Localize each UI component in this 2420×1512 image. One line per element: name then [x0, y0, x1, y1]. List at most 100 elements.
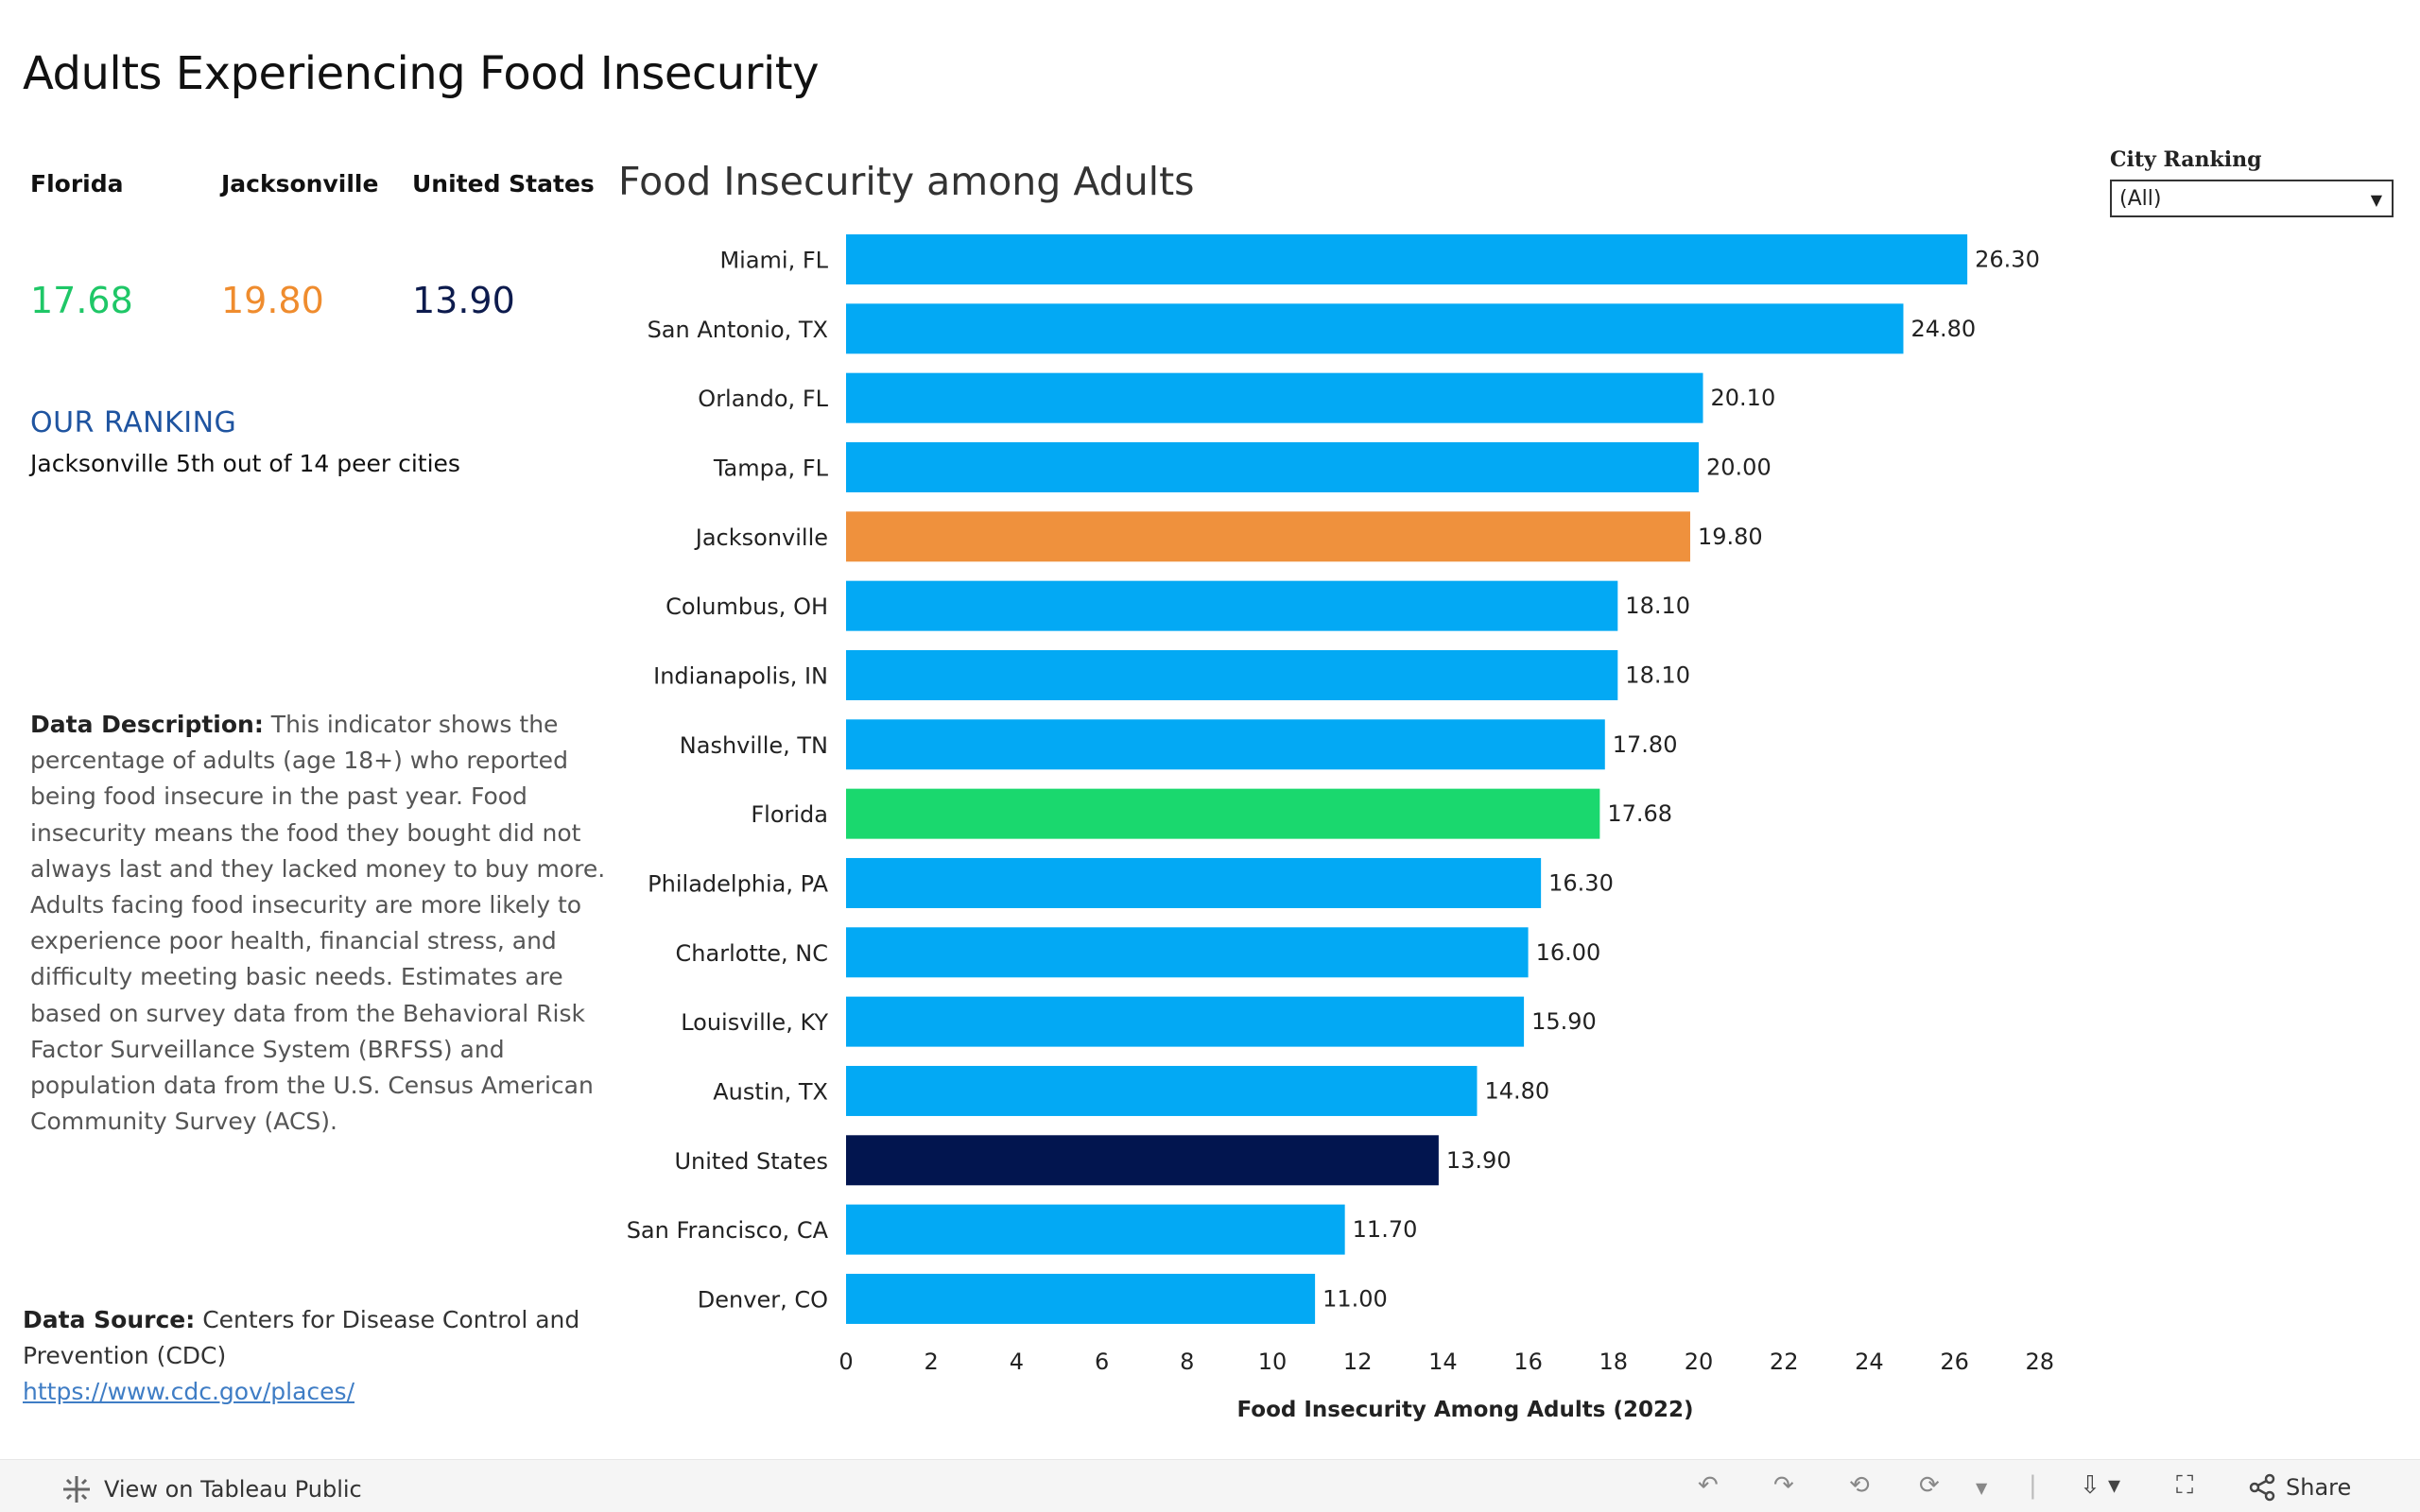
value-label-austin-tx: 14.80: [1484, 1077, 1549, 1104]
category-label-san-antonio-tx: San Antonio, TX: [648, 317, 828, 343]
bar-columbus-oh: [846, 580, 1618, 631]
kpi-value-jacksonville: 19.80: [221, 280, 324, 321]
value-label-florida: 17.68: [1607, 800, 1672, 827]
value-label-columbus-oh: 18.10: [1625, 593, 1690, 619]
kpi-label-jacksonville: Jacksonville: [221, 170, 379, 198]
revert-icon[interactable]: ⟲: [1849, 1471, 1870, 1500]
value-label-united-states: 13.90: [1446, 1147, 1512, 1174]
category-label-indianapolis-in: Indianapolis, IN: [653, 662, 828, 689]
x-tick-label-22: 22: [1770, 1349, 1799, 1375]
chart-title: Food Insecurity among Adults: [618, 159, 1195, 204]
bar-orlando-fl: [846, 372, 1703, 423]
x-tick-label-8: 8: [1180, 1349, 1194, 1375]
category-label-denver-co: Denver, CO: [698, 1286, 828, 1313]
refresh-icon[interactable]: ⟳: [1919, 1471, 1940, 1500]
x-tick-label-20: 20: [1685, 1349, 1714, 1375]
value-label-denver-co: 11.00: [1322, 1285, 1388, 1312]
chevron-down-icon: ▼: [2370, 191, 2382, 209]
value-label-tampa-fl: 20.00: [1706, 454, 1772, 480]
bar-austin-tx: [846, 1065, 1478, 1116]
dropdown-selected-value: (All): [2119, 187, 2162, 211]
category-label-tampa-fl: Tampa, FL: [713, 455, 829, 481]
category-label-columbus-oh: Columbus, OH: [666, 593, 828, 620]
x-tick-label-16: 16: [1513, 1349, 1543, 1375]
x-tick-label-6: 6: [1095, 1349, 1109, 1375]
ranking-heading: OUR RANKING: [30, 406, 237, 439]
bar-nashville-tn: [846, 719, 1605, 770]
download-icon[interactable]: ⇩ ▾: [2080, 1471, 2121, 1500]
description-text: This indicator shows the percentage of a…: [30, 711, 606, 1136]
view-on-tableau-link[interactable]: View on Tableau Public: [60, 1473, 362, 1505]
undo-icon[interactable]: ↶: [1698, 1471, 1719, 1500]
value-label-charlotte-nc: 16.00: [1536, 939, 1601, 966]
bar-chart: Miami, FL 26.30 San Antonio, TX 24.80 Orland…: [627, 234, 2055, 1422]
bar-tampa-fl: [846, 441, 1699, 492]
value-label-louisville-ky: 15.90: [1531, 1008, 1597, 1035]
x-tick-label-12: 12: [1343, 1349, 1373, 1375]
data-description: Data Description: This indicator shows t…: [30, 707, 607, 1140]
category-label-philadelphia-pa: Philadelphia, PA: [648, 870, 828, 897]
bar-louisville-ky: [846, 996, 1525, 1047]
source-text: Centers for Disease Control and Preventi…: [23, 1306, 580, 1369]
value-label-miami-fl: 26.30: [1975, 247, 2040, 273]
kpi-label-florida: Florida: [30, 170, 124, 198]
value-label-indianapolis-in: 18.10: [1625, 662, 1690, 688]
value-label-jacksonville: 19.80: [1698, 524, 1763, 550]
bar-jacksonville: [846, 511, 1690, 562]
category-label-charlotte-nc: Charlotte, NC: [676, 940, 828, 967]
source-label: Data Source:: [23, 1306, 196, 1333]
city-ranking-filter-label: City Ranking: [2110, 147, 2262, 172]
share-icon: [2249, 1473, 2275, 1502]
bar-charlotte-nc: [846, 927, 1529, 978]
x-tick-label-26: 26: [1940, 1349, 1969, 1375]
share-button[interactable]: Share: [2248, 1473, 2351, 1502]
share-label: Share: [2286, 1474, 2352, 1501]
value-label-san-francisco-ca: 11.70: [1353, 1216, 1418, 1243]
bar-denver-co: [846, 1273, 1316, 1324]
value-label-san-antonio-tx: 24.80: [1910, 316, 1976, 342]
x-tick-label-28: 28: [2026, 1349, 2055, 1375]
description-label: Data Description:: [30, 711, 264, 738]
pause-dropdown-icon[interactable]: ▼: [1976, 1479, 1988, 1497]
x-axis-title: Food Insecurity Among Adults (2022): [1237, 1398, 1694, 1422]
bar-florida: [846, 788, 1600, 839]
redo-icon[interactable]: ↷: [1773, 1471, 1794, 1500]
source-link[interactable]: https://www.cdc.gov/places/: [23, 1378, 355, 1405]
value-label-nashville-tn: 17.80: [1613, 731, 1678, 758]
bar-miami-fl: [846, 234, 1968, 284]
category-label-austin-tx: Austin, TX: [713, 1078, 828, 1105]
category-label-jacksonville: Jacksonville: [694, 524, 828, 551]
kpi-label-united-states: United States: [412, 170, 595, 198]
x-tick-label-2: 2: [925, 1349, 939, 1375]
x-tick-label-14: 14: [1428, 1349, 1458, 1375]
value-label-orlando-fl: 20.10: [1711, 385, 1776, 411]
category-label-orlando-fl: Orlando, FL: [698, 386, 828, 412]
category-label-louisville-ky: Louisville, KY: [681, 1009, 828, 1036]
bar-san-francisco-ca: [846, 1204, 1345, 1255]
x-tick-label-4: 4: [1010, 1349, 1024, 1375]
category-label-nashville-tn: Nashville, TN: [680, 732, 828, 759]
city-ranking-dropdown[interactable]: (All) ▼: [2110, 180, 2394, 217]
bar-philadelphia-pa: [846, 857, 1542, 908]
x-tick-label-18: 18: [1599, 1349, 1629, 1375]
bar-san-antonio-tx: [846, 303, 1904, 354]
tableau-footer: View on Tableau Public ↶ ↷ ⟲ ⟳ ▼ | ⇩ ▾ ⛶…: [0, 1459, 2420, 1512]
data-source: Data Source: Centers for Disease Control…: [23, 1302, 590, 1410]
category-label-florida: Florida: [751, 801, 828, 828]
dashboard-title: Adults Experiencing Food Insecurity: [23, 47, 820, 100]
view-on-tableau-label: View on Tableau Public: [104, 1476, 362, 1503]
bar-indianapolis-in: [846, 649, 1618, 700]
kpi-value-florida: 17.68: [30, 280, 133, 321]
category-label-united-states: United States: [674, 1148, 828, 1175]
category-label-san-francisco-ca: San Francisco, CA: [627, 1217, 829, 1244]
x-tick-label-10: 10: [1258, 1349, 1288, 1375]
fullscreen-icon[interactable]: ⛶: [2176, 1471, 2194, 1500]
value-label-philadelphia-pa: 16.30: [1548, 869, 1614, 896]
x-tick-label-24: 24: [1855, 1349, 1884, 1375]
kpi-value-united-states: 13.90: [412, 280, 515, 321]
tableau-logo-icon: [63, 1476, 90, 1503]
x-tick-label-0: 0: [838, 1349, 853, 1375]
ranking-text: Jacksonville 5th out of 14 peer cities: [30, 450, 460, 477]
bar-united-states: [846, 1135, 1439, 1186]
toolbar-divider: |: [2029, 1471, 2037, 1500]
